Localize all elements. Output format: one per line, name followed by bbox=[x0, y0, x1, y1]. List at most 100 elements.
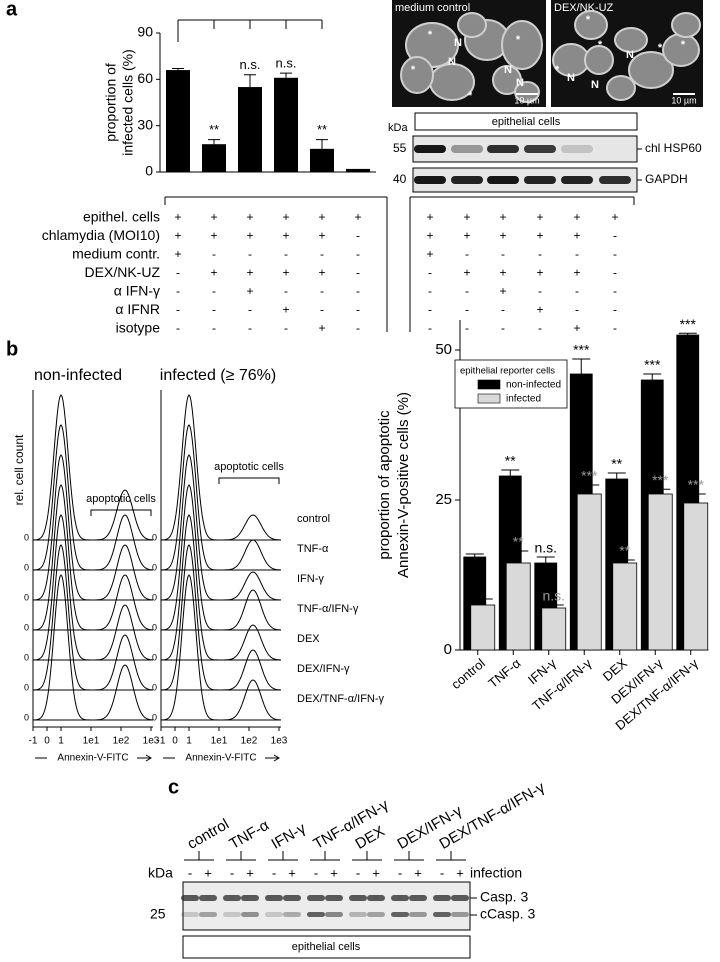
cell-label: * bbox=[516, 34, 521, 46]
y-axis-label: proportion of bbox=[103, 63, 119, 142]
significance-label: n.s. bbox=[542, 588, 565, 604]
error-bar bbox=[607, 472, 626, 479]
band-label: Casp. 3 bbox=[480, 889, 528, 905]
bar bbox=[274, 77, 298, 172]
condition-label: TNF-α bbox=[226, 817, 272, 853]
table-cell: - bbox=[613, 303, 617, 317]
band bbox=[199, 912, 217, 917]
row-label: DEX/NK-UZ bbox=[85, 264, 161, 280]
band bbox=[414, 176, 446, 184]
y-tick-label: 30 bbox=[137, 116, 153, 132]
table-cell: - bbox=[284, 321, 288, 335]
table-cell: + bbox=[318, 321, 325, 335]
infection-sign: + bbox=[372, 865, 380, 880]
table-cell: - bbox=[613, 229, 617, 243]
band bbox=[561, 145, 593, 153]
cell bbox=[584, 45, 614, 75]
table-cell: - bbox=[176, 266, 180, 280]
band bbox=[561, 176, 593, 184]
error-bar bbox=[614, 559, 635, 563]
error-bar bbox=[579, 484, 600, 494]
footer-label: epithelial cells bbox=[292, 941, 361, 953]
histogram-curve bbox=[160, 514, 281, 661]
error-bar bbox=[572, 358, 591, 374]
band bbox=[223, 912, 241, 917]
bar bbox=[202, 144, 226, 172]
bar bbox=[612, 562, 638, 651]
significance-label: ** bbox=[317, 122, 327, 137]
band bbox=[433, 912, 451, 917]
table-cell: + bbox=[573, 229, 580, 243]
cell-label: N bbox=[591, 79, 599, 91]
table-cell: - bbox=[613, 247, 617, 261]
table-cell: - bbox=[212, 284, 216, 298]
error-bar bbox=[280, 72, 292, 78]
x-tick-label: control bbox=[448, 655, 488, 692]
cell bbox=[614, 27, 648, 53]
arrow bbox=[137, 754, 152, 762]
table-cell: + bbox=[210, 229, 217, 243]
x-tick-label: TNF-α bbox=[485, 655, 523, 691]
cell bbox=[457, 12, 487, 38]
row-label: α IFN-γ bbox=[114, 283, 160, 299]
zero-label: 0 bbox=[152, 592, 157, 602]
band bbox=[307, 912, 325, 917]
y-axis-label: Annexin-V-positive cells (%) bbox=[395, 392, 412, 578]
error-bar bbox=[650, 488, 671, 494]
cell bbox=[574, 10, 608, 40]
error-bar bbox=[465, 553, 484, 557]
table-cell: - bbox=[356, 321, 360, 335]
bar bbox=[166, 70, 190, 172]
band bbox=[349, 895, 367, 901]
histogram-curve bbox=[160, 544, 281, 691]
table-cell: - bbox=[538, 247, 542, 261]
band bbox=[367, 895, 385, 901]
y-tick-label: 0 bbox=[444, 641, 452, 658]
infection-sign: - bbox=[230, 865, 234, 880]
table-cell: - bbox=[320, 303, 324, 317]
x-tick-label: -1 bbox=[29, 736, 38, 747]
x-tick-label: 1e2 bbox=[241, 736, 258, 747]
micrograph-title: medium control bbox=[395, 2, 470, 14]
table-cell: - bbox=[575, 247, 579, 261]
table-cell: + bbox=[246, 284, 253, 298]
error-bar bbox=[244, 74, 256, 88]
table-cell: + bbox=[536, 210, 543, 224]
band bbox=[349, 912, 367, 917]
zero-label: 0 bbox=[152, 712, 157, 722]
cell-label: * bbox=[555, 64, 560, 76]
x-tick-label: 0 bbox=[172, 736, 178, 747]
significance-label: n.s. bbox=[534, 540, 557, 556]
table-cell: + bbox=[174, 247, 181, 261]
cell-label: N bbox=[567, 72, 575, 84]
table-cell: - bbox=[501, 303, 505, 317]
table-cell: - bbox=[284, 284, 288, 298]
condition-label: DEX bbox=[297, 633, 320, 645]
band bbox=[451, 895, 469, 901]
scale-bar-label: 10 µm bbox=[671, 95, 696, 105]
significance-label: *** bbox=[688, 477, 705, 493]
y-axis-label: infected cells (%) bbox=[120, 49, 136, 156]
table-cell: - bbox=[248, 321, 252, 335]
error-bar bbox=[501, 469, 520, 476]
cell-label: * bbox=[586, 14, 591, 26]
significance-label: ** bbox=[209, 122, 219, 137]
blot-header: epithelial cells bbox=[492, 116, 561, 128]
histogram-curve bbox=[32, 574, 154, 721]
zero-label: 0 bbox=[24, 682, 29, 692]
zero-label: 0 bbox=[152, 652, 157, 662]
table-cell: - bbox=[613, 284, 617, 298]
band bbox=[414, 145, 446, 153]
gate-bracket bbox=[218, 477, 280, 484]
zero-label: 0 bbox=[24, 592, 29, 602]
histogram-curve bbox=[32, 454, 154, 601]
marker-label: 40 bbox=[393, 172, 407, 186]
legend-swatch bbox=[477, 393, 501, 404]
bar bbox=[470, 604, 496, 651]
infection-sign: - bbox=[314, 865, 318, 880]
band bbox=[283, 895, 301, 901]
histogram-title: infected (≥ 76%) bbox=[160, 367, 276, 384]
table-cell: + bbox=[463, 229, 470, 243]
error-bar bbox=[685, 493, 706, 503]
micrograph-title: DEX/NK-UZ bbox=[554, 2, 614, 14]
